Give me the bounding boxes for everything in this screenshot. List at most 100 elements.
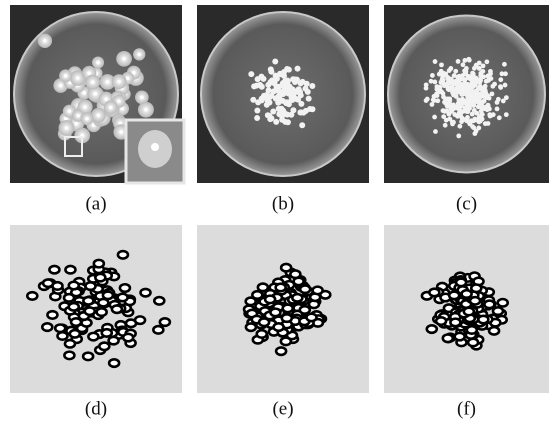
colony-center bbox=[83, 105, 87, 109]
binary-colony bbox=[112, 305, 122, 313]
binary-colony bbox=[97, 308, 107, 316]
binary-colony bbox=[154, 297, 164, 305]
colony bbox=[482, 99, 487, 104]
binary-colony bbox=[109, 337, 119, 345]
binary-colony bbox=[88, 333, 98, 341]
colony-center bbox=[126, 76, 130, 80]
panel-label: (b) bbox=[272, 193, 294, 214]
binary-colony bbox=[64, 352, 74, 360]
binary-colony bbox=[455, 333, 465, 341]
colony bbox=[504, 112, 509, 117]
colony-center bbox=[59, 84, 63, 88]
binary-colony bbox=[120, 284, 130, 292]
panels: (a)(b)(c)(d)(e)(f) bbox=[10, 5, 549, 419]
colony bbox=[456, 134, 461, 139]
binary-colony bbox=[427, 325, 437, 333]
binary-colony bbox=[283, 305, 293, 313]
colony bbox=[491, 112, 496, 117]
binary-colony bbox=[470, 297, 480, 305]
colony bbox=[290, 93, 296, 99]
colony bbox=[300, 79, 306, 85]
colony bbox=[300, 110, 306, 116]
binary-colony bbox=[102, 329, 112, 337]
colony bbox=[275, 84, 281, 90]
colony bbox=[468, 93, 473, 98]
colony bbox=[497, 115, 502, 120]
colony bbox=[299, 122, 305, 128]
colony bbox=[248, 71, 254, 77]
panel-label: (e) bbox=[272, 398, 293, 419]
binary-colony bbox=[313, 287, 323, 295]
binary-colony bbox=[300, 306, 310, 314]
colony-center bbox=[97, 114, 101, 118]
colony-center bbox=[132, 71, 136, 75]
panel: (c) bbox=[384, 5, 549, 214]
colony bbox=[302, 86, 308, 92]
binary-colony bbox=[450, 319, 460, 327]
binary-colony bbox=[246, 323, 256, 331]
colony bbox=[459, 92, 464, 97]
binary-colony bbox=[257, 330, 267, 338]
colony bbox=[502, 62, 507, 67]
binary-colony bbox=[123, 334, 133, 342]
binary-colony bbox=[259, 319, 269, 327]
binary-colony bbox=[246, 298, 256, 306]
colony bbox=[454, 94, 459, 99]
colony bbox=[447, 117, 452, 122]
colony bbox=[465, 84, 470, 89]
binary-colony bbox=[300, 285, 310, 293]
colony bbox=[267, 79, 273, 85]
colony-center bbox=[76, 114, 80, 118]
binary-colony bbox=[467, 326, 477, 334]
binary-colony bbox=[83, 353, 93, 361]
binary-colony bbox=[109, 359, 119, 367]
colony-center bbox=[64, 74, 68, 78]
binary-colony bbox=[292, 294, 302, 302]
colony bbox=[432, 94, 437, 99]
panel: (f) bbox=[384, 225, 549, 419]
colony bbox=[290, 107, 296, 113]
colony bbox=[496, 97, 501, 102]
colony bbox=[470, 124, 475, 129]
binary-colony bbox=[468, 339, 478, 347]
colony-center bbox=[106, 80, 110, 84]
colony bbox=[481, 89, 486, 94]
colony bbox=[432, 115, 437, 120]
binary-colony bbox=[52, 282, 62, 290]
colony bbox=[254, 83, 260, 89]
colony-center bbox=[85, 117, 89, 121]
colony bbox=[278, 106, 284, 112]
colony bbox=[272, 59, 278, 65]
binary-colony bbox=[42, 323, 52, 331]
colony bbox=[424, 86, 429, 91]
colony bbox=[424, 98, 429, 103]
binary-colony bbox=[95, 274, 105, 282]
panel: (b) bbox=[197, 5, 369, 214]
colony bbox=[452, 73, 457, 78]
colony bbox=[281, 86, 287, 92]
colony bbox=[453, 69, 458, 74]
binary-colony bbox=[47, 311, 57, 319]
colony bbox=[433, 129, 438, 134]
colony bbox=[264, 92, 270, 98]
colony bbox=[470, 119, 475, 124]
colony bbox=[477, 66, 482, 71]
binary-colony bbox=[49, 266, 59, 274]
binary-colony bbox=[306, 314, 316, 322]
colony bbox=[498, 85, 503, 90]
colony bbox=[453, 79, 458, 84]
colony bbox=[429, 79, 434, 84]
colony bbox=[250, 97, 256, 103]
colony-center bbox=[68, 109, 72, 113]
colony bbox=[258, 74, 264, 80]
colony bbox=[470, 71, 475, 76]
colony bbox=[285, 119, 291, 125]
panel: (d) bbox=[10, 225, 182, 419]
binary-colony bbox=[493, 307, 503, 315]
colony bbox=[474, 111, 479, 116]
colony bbox=[273, 119, 279, 125]
colony-center bbox=[75, 122, 79, 126]
binary-colony bbox=[55, 324, 65, 332]
binary-colony bbox=[436, 317, 446, 325]
binary-colony bbox=[462, 290, 472, 298]
